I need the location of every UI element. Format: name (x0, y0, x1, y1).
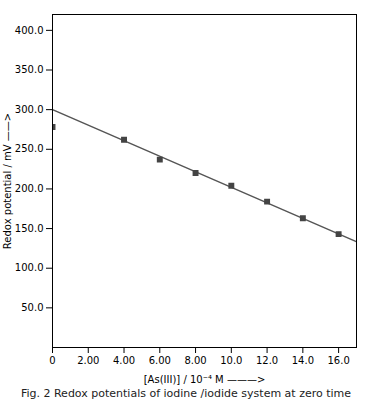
svg-text:250.0: 250.0 (15, 143, 44, 154)
html-text:Fig. 2 Redox potentials of iod: Fig. 2 Redox potentials of iodine /iodid… (20, 387, 352, 400)
svg-text:0: 0 (49, 355, 55, 366)
svg-text:Redox potential / mV ——>: Redox potential / mV ——> (2, 113, 13, 249)
svg-text:14.0: 14.0 (292, 355, 314, 366)
svg-text:150.0: 150.0 (15, 223, 44, 234)
svg-text:[As(III)] / 10⁻⁴ M ———>: [As(III)] / 10⁻⁴ M ———> (144, 374, 266, 385)
svg-text:8.00: 8.00 (184, 355, 206, 366)
svg-text:400.0: 400.0 (15, 25, 44, 36)
svg-text:200.0: 200.0 (15, 183, 44, 194)
svg-text:16.0: 16.0 (327, 355, 349, 366)
svg-text:10.0: 10.0 (220, 355, 242, 366)
svg-text:4.00: 4.00 (113, 355, 135, 366)
svg-text:2.00: 2.00 (77, 355, 99, 366)
svg-text:12.0: 12.0 (256, 355, 278, 366)
svg-text:50.0: 50.0 (21, 302, 43, 313)
svg-text:300.0: 300.0 (15, 104, 44, 115)
svg-text:6.00: 6.00 (149, 355, 171, 366)
svg-text:100.0: 100.0 (15, 262, 44, 273)
svg-text:350.0: 350.0 (15, 64, 44, 75)
